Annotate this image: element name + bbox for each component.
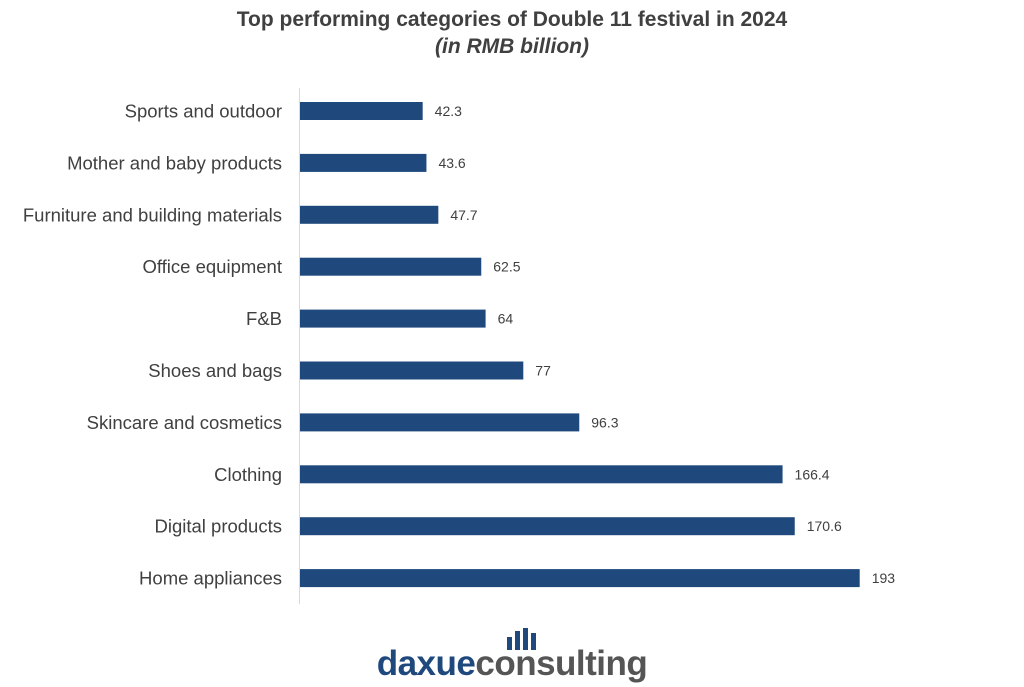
bar <box>300 413 580 432</box>
logo-text-daxue: daxue <box>376 644 476 683</box>
chart-subtitle: (in RMB billion) <box>435 35 589 58</box>
category-label: Shoes and bags <box>148 360 282 381</box>
category-label: Office equipment <box>142 256 282 277</box>
bar <box>300 102 423 120</box>
category-label: Furniture and building materials <box>23 204 282 225</box>
category-label: Skincare and cosmetics <box>87 412 282 433</box>
value-label: 42.3 <box>435 103 462 119</box>
value-label: 64 <box>498 311 514 327</box>
category-label: Home appliances <box>139 568 282 589</box>
bar-chart: Sports and outdoor 42.3 Mother and baby pr… <box>23 88 895 604</box>
category-label: Sports and outdoor <box>125 101 282 122</box>
value-label: 77 <box>535 363 551 379</box>
value-label: 62.5 <box>493 259 520 275</box>
category-label: Digital products <box>154 516 282 537</box>
category-label: Mother and baby products <box>67 152 282 173</box>
bar <box>300 465 783 484</box>
bar <box>300 153 427 172</box>
value-label: 193 <box>872 570 896 586</box>
value-label: 43.6 <box>438 155 465 171</box>
logo-text-consulting: consulting <box>475 644 648 683</box>
bar <box>300 205 439 224</box>
bar-chart-icon <box>505 628 545 650</box>
chart-title: Top performing categories of Double 11 f… <box>236 8 788 31</box>
value-label: 166.4 <box>795 466 830 482</box>
category-label: F&B <box>246 308 282 329</box>
bar <box>300 517 795 536</box>
bar <box>300 361 524 380</box>
value-label: 47.7 <box>450 207 477 223</box>
brand-logo: daxueconsulting <box>0 628 1024 684</box>
bar <box>300 257 482 276</box>
category-label: Clothing <box>214 464 282 485</box>
bars-group: Sports and outdoor 42.3 Mother and baby pr… <box>23 101 895 589</box>
value-label: 170.6 <box>807 518 842 534</box>
value-label: 96.3 <box>591 414 618 430</box>
bar <box>300 309 486 328</box>
bar <box>300 569 860 588</box>
logo-wordmark: daxueconsulting <box>0 644 1024 684</box>
